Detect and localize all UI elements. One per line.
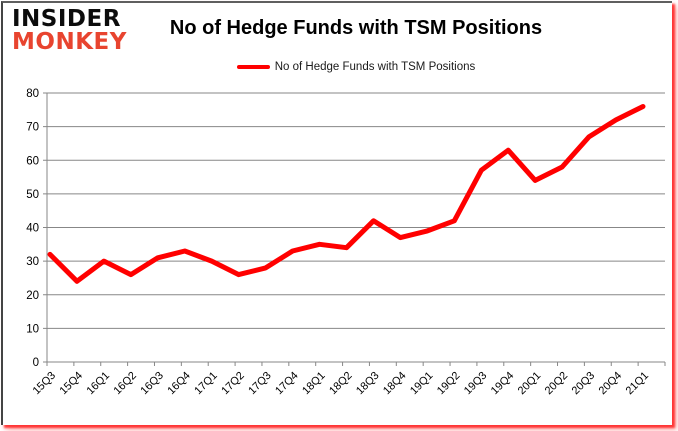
legend-line-swatch [236, 65, 270, 69]
x-tick-label: 16Q2 [111, 370, 139, 398]
y-tick-label: 20 [26, 290, 39, 302]
x-tick-label: 17Q4 [273, 370, 301, 398]
x-tick-label: 16Q3 [138, 370, 166, 398]
y-tick-label: 70 [26, 122, 39, 134]
y-tick-label: 30 [26, 256, 39, 268]
line-chart: 0 10 20 30 40 50 60 70 80 15Q3 15Q4 16Q1 16Q2 16Q3 16Q… [26, 88, 666, 398]
x-tick-label: 17Q1 [192, 370, 220, 398]
chart-panel: INSIDER MONKEY No of Hedge Funds with TS… [1, 1, 672, 425]
x-tick-label: 19Q1 [408, 370, 436, 398]
x-tick-label: 17Q3 [246, 370, 274, 398]
x-tick-label: 20Q1 [516, 370, 544, 398]
x-tick-label: 19Q4 [489, 370, 517, 398]
legend-label: No of Hedge Funds with TSM Positions [274, 61, 476, 73]
y-tick-label: 10 [26, 323, 39, 335]
x-tick-label: 21Q1 [624, 370, 652, 398]
x-tick-label: 20Q4 [597, 370, 625, 398]
y-tick-label: 80 [26, 88, 39, 100]
x-tick-label: 18Q3 [354, 370, 382, 398]
x-tick-label: 18Q2 [327, 370, 355, 398]
legend: No of Hedge Funds with TSM Positions [47, 61, 665, 73]
x-tick-label: 16Q1 [85, 370, 113, 398]
gridlines [43, 92, 665, 363]
y-axis-labels: 0 10 20 30 40 50 60 70 80 [26, 88, 39, 369]
x-tick-label: 16Q4 [165, 370, 193, 398]
logo-line-monkey: MONKEY [12, 28, 127, 55]
y-tick-label: 60 [26, 155, 39, 167]
x-tick-label: 17Q2 [219, 370, 247, 398]
x-axis-labels: 15Q3 15Q4 16Q1 16Q2 16Q3 16Q4 17Q1 17Q2 17Q3 17Q4… [31, 370, 652, 398]
y-tick-label: 0 [33, 357, 39, 369]
x-tick-label: 19Q2 [435, 370, 463, 398]
data-line [47, 104, 646, 284]
logo-line-insider: INSIDER [12, 6, 121, 32]
x-tick-label: 15Q4 [58, 370, 86, 398]
x-axis-ticks [46, 362, 666, 366]
x-tick-label: 18Q1 [300, 370, 328, 398]
chart-title: No of Hedge Funds with TSM Positions [169, 17, 543, 39]
x-tick-label: 20Q3 [570, 370, 598, 398]
x-tick-label: 18Q4 [381, 370, 409, 398]
x-tick-label: 19Q3 [462, 370, 490, 398]
y-tick-label: 50 [26, 189, 39, 201]
y-tick-label: 40 [26, 223, 39, 235]
x-tick-label: 20Q2 [543, 370, 571, 398]
insider-monkey-logo: INSIDER MONKEY [12, 8, 127, 53]
x-tick-label: 15Q3 [31, 370, 59, 398]
